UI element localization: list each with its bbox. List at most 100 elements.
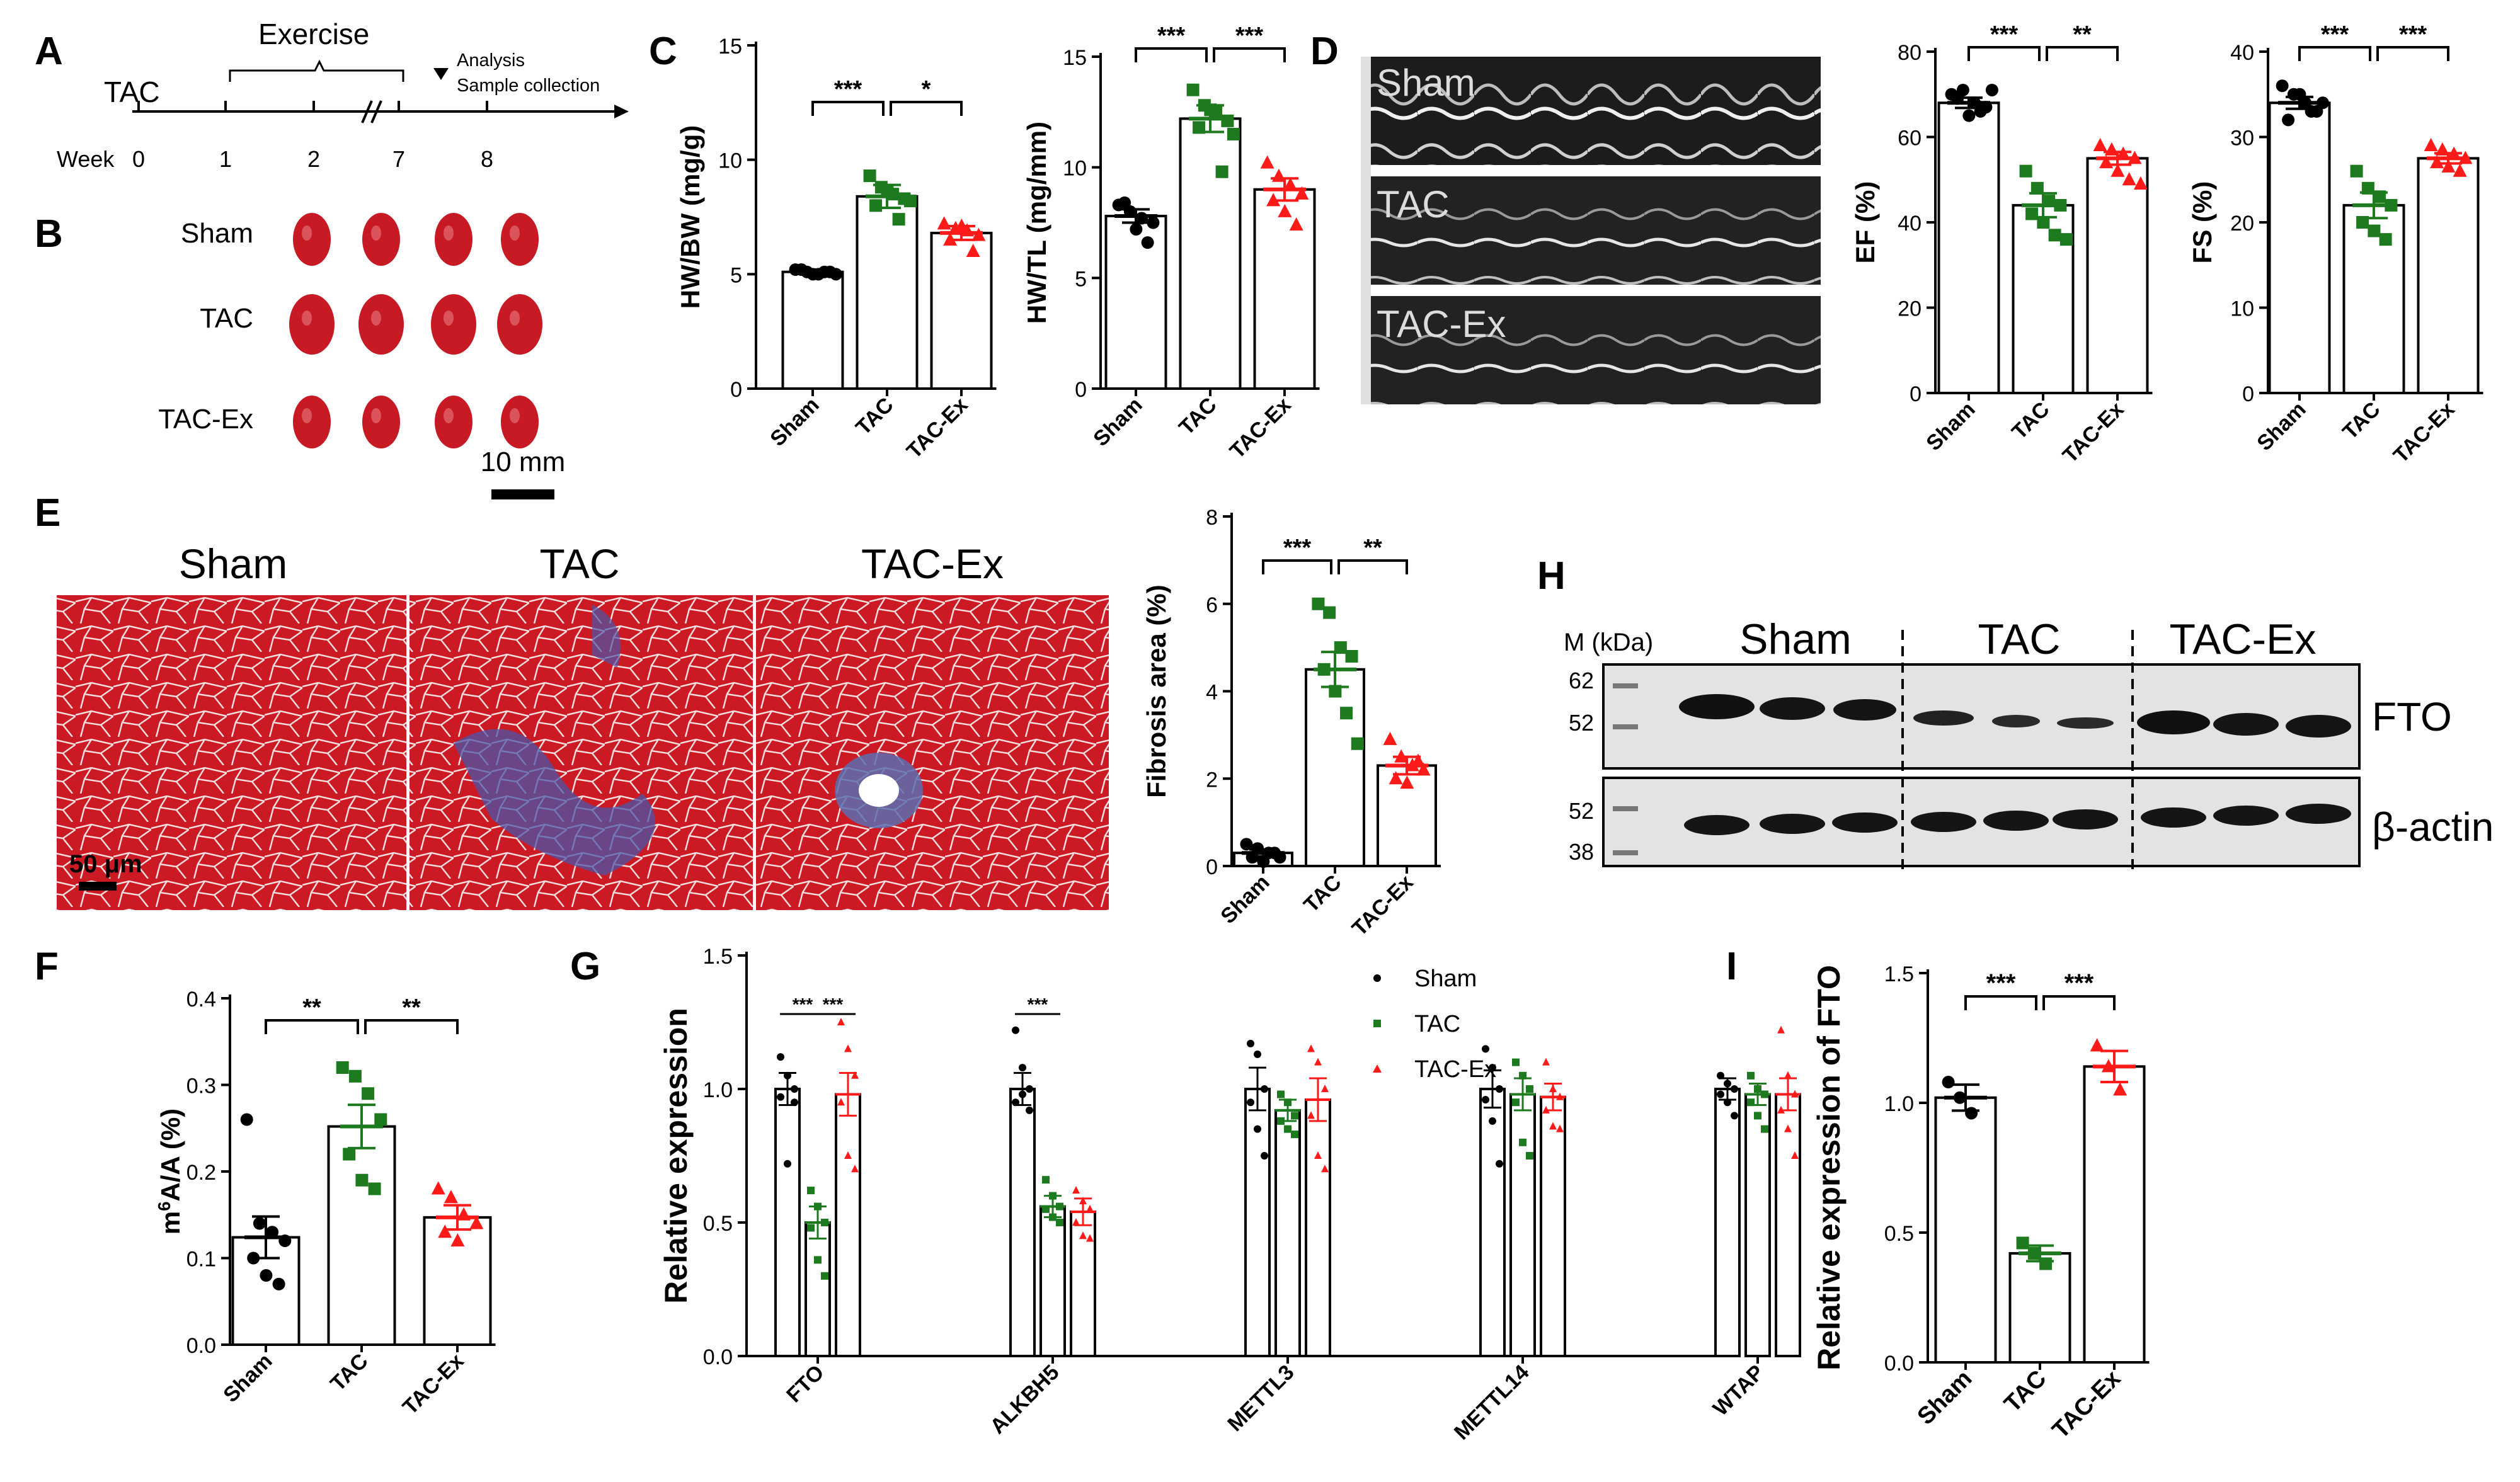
data-point [2122,172,2136,186]
data-point [2316,96,2329,110]
heart-highlight [510,311,520,326]
week-1: 1 [219,146,232,172]
significance-bracket [811,101,885,116]
data-point [777,1053,784,1061]
y-axis-label: Relative expression of FTO [1811,965,1847,1371]
significance-label: *** [823,995,844,1014]
y-tick-label: 20 [2230,212,2254,236]
heart-highlight [444,408,454,423]
data-point [837,1018,845,1025]
data-point [892,213,905,226]
data-point [1291,1131,1298,1139]
data-point [348,1069,362,1083]
data-point [851,1165,859,1173]
y-tick-label: 1.0 [703,1078,733,1102]
significance-bracket [1964,995,2037,1010]
histology-title-tacex: TAC-Ex [861,540,1004,587]
heart-highlight [444,225,454,241]
x-tick-label: Sham [1912,1365,1977,1430]
significance-bracket [2046,46,2119,61]
blot-group-tacex: TAC-Ex [2170,615,2317,663]
data-point [2090,1038,2104,1052]
panel-label-a: A [35,30,63,73]
blot-marker-52-bottom: 52 [1569,798,1594,824]
significance-label: ** [402,995,421,1021]
y-tick-label: 1.0 [1884,1092,1914,1116]
data-point [1321,1165,1329,1173]
y-tick-label: 0 [2242,382,2254,406]
panel-label-d: D [1310,30,1339,73]
heart-image [435,396,472,448]
y-tick-label: 0.2 [186,1161,216,1185]
data-point [1962,109,1976,122]
data-point [1277,1090,1285,1098]
y-tick-label: 0.5 [1884,1222,1914,1246]
data-point [1289,217,1303,231]
y-tick-label: 15 [1063,46,1087,70]
y-tick-label: 15 [718,35,742,59]
heart-highlight [510,408,520,423]
data-point [1965,1107,1978,1120]
timeline-diagram [132,59,629,123]
bar [1179,117,1242,390]
x-tick-label: Sham [1216,870,1274,928]
data-point [1784,1124,1792,1132]
heart-image [358,294,404,355]
x-tick-label: Sham [2252,397,2310,455]
bar [2083,1065,2146,1364]
significance-label: ** [302,995,321,1021]
y-axis-label: Fibrosis area (%) [1142,584,1171,797]
significance-bracket [1135,47,1208,62]
data-point [1416,762,1431,776]
data-point [2059,233,2073,246]
data-point [1079,1231,1087,1240]
data-point [374,1113,387,1126]
data-point [844,1151,852,1159]
significance-label: ** [1363,535,1382,561]
significance-label: *** [2321,21,2349,48]
data-point [1012,1026,1019,1034]
week-8: 8 [481,146,493,172]
data-point [1321,1085,1329,1092]
data-point [1496,1160,1503,1168]
legend-marker [1373,1020,1381,1027]
y-axis-label: Relative expression [658,1008,694,1304]
significance-label: * [922,76,931,103]
data-point [1314,1151,1322,1159]
echo-label-sham: Sham [1377,62,1475,104]
data-point [1019,1064,1026,1072]
heart-scale-bar [491,489,554,499]
data-point [368,1182,381,1195]
data-point [1717,1090,1724,1098]
data-point [1731,1112,1738,1120]
heart-highlight [302,408,312,423]
bar [1509,1093,1536,1357]
blot-protein-fto: FTO [2372,694,2452,739]
x-tick-label: TAC-Ex [398,1349,469,1420]
significance-label: *** [1990,21,2019,48]
bar [1244,1088,1271,1357]
y-tick-label: 60 [1898,127,1922,151]
data-point [1283,177,1298,191]
data-point [1549,1122,1557,1130]
data-point [469,1216,484,1229]
data-point [343,1148,356,1161]
significance-label: ** [2073,21,2092,48]
x-tick-label: TAC [1999,1365,2051,1418]
data-point [1400,775,1414,789]
data-point [1278,203,1292,217]
data-point [1254,1050,1261,1058]
heart-row-label-tac: TAC [200,303,253,334]
data-point [821,1272,828,1280]
week-7: 7 [392,146,405,172]
blot-marker-header: M (kDa) [1564,629,1653,656]
bar [1305,668,1365,867]
y-axis-label-superscript: 6 [154,1202,174,1211]
bar [781,270,844,390]
y-axis-label-rest: A/A (%) [156,1109,185,1202]
data-point [851,1071,859,1079]
data-point [966,244,980,257]
heart-highlight [444,311,454,326]
